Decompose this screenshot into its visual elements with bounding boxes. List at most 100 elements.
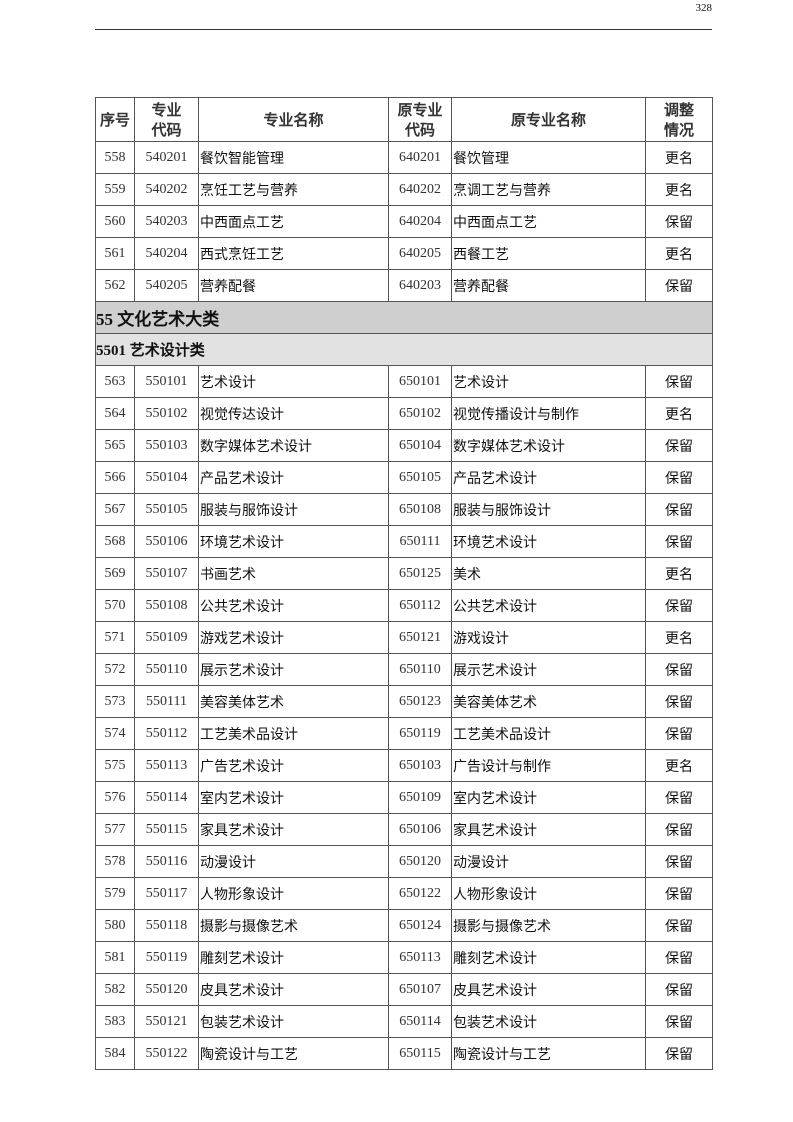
cell-old-code: 640202 — [388, 173, 452, 206]
table-row: 560 540203 中西面点工艺 640204 中西面点工艺 保留 — [95, 205, 713, 238]
header-seq: 序号 — [95, 97, 135, 142]
cell-code: 540204 — [134, 237, 199, 270]
cell-status: 更名 — [645, 621, 713, 654]
cell-status: 保留 — [645, 973, 713, 1006]
cell-name: 烹饪工艺与营养 — [198, 173, 389, 206]
header-rule — [95, 29, 712, 30]
cell-name: 动漫设计 — [198, 845, 389, 878]
cell-seq: 565 — [95, 429, 135, 462]
cell-code: 550104 — [134, 461, 199, 494]
cell-status: 更名 — [645, 237, 713, 270]
cell-old-code: 650113 — [388, 941, 452, 974]
header-old-name: 原专业名称 — [451, 97, 646, 142]
cell-seq: 582 — [95, 973, 135, 1006]
cell-old-code: 650111 — [388, 525, 452, 558]
cell-code: 540202 — [134, 173, 199, 206]
header-old-code: 原专业 代码 — [388, 97, 452, 142]
cell-old-code: 650123 — [388, 685, 452, 718]
category-row: 55 文化艺术大类 — [95, 301, 713, 334]
cell-name: 西式烹饪工艺 — [198, 237, 389, 270]
cell-seq: 580 — [95, 909, 135, 942]
cell-old-name: 美术 — [451, 557, 646, 590]
cell-old-name: 包装艺术设计 — [451, 1005, 646, 1038]
cell-old-code: 650121 — [388, 621, 452, 654]
table-row: 584 550122 陶瓷设计与工艺 650115 陶瓷设计与工艺 保留 — [95, 1037, 713, 1070]
cell-status: 更名 — [645, 557, 713, 590]
cell-seq: 578 — [95, 845, 135, 878]
cell-old-name: 服装与服饰设计 — [451, 493, 646, 526]
cell-code: 550113 — [134, 749, 199, 782]
cell-old-code: 640203 — [388, 269, 452, 302]
cell-old-code: 650102 — [388, 397, 452, 430]
cell-seq: 584 — [95, 1037, 135, 1070]
cell-seq: 579 — [95, 877, 135, 910]
cell-old-name: 雕刻艺术设计 — [451, 941, 646, 974]
cell-seq: 574 — [95, 717, 135, 750]
table-header-row: 序号 专业 代码 专业名称 原专业 代码 原专业名称 调整 情况 — [95, 97, 713, 142]
cell-name: 美容美体艺术 — [198, 685, 389, 718]
cell-old-name: 产品艺术设计 — [451, 461, 646, 494]
cell-seq: 558 — [95, 141, 135, 174]
table-row: 574 550112 工艺美术品设计 650119 工艺美术品设计 保留 — [95, 717, 713, 750]
cell-name: 中西面点工艺 — [198, 205, 389, 238]
cell-name: 视觉传达设计 — [198, 397, 389, 430]
cell-code: 550106 — [134, 525, 199, 558]
cell-status: 保留 — [645, 845, 713, 878]
table-row: 570 550108 公共艺术设计 650112 公共艺术设计 保留 — [95, 589, 713, 622]
cell-status: 保留 — [645, 909, 713, 942]
table-row: 569 550107 书画艺术 650125 美术 更名 — [95, 557, 713, 590]
cell-code: 550109 — [134, 621, 199, 654]
cell-name: 书画艺术 — [198, 557, 389, 590]
cell-old-code: 640204 — [388, 205, 452, 238]
cell-status: 保留 — [645, 1005, 713, 1038]
cell-status: 保留 — [645, 1037, 713, 1070]
table-row: 559 540202 烹饪工艺与营养 640202 烹调工艺与营养 更名 — [95, 173, 713, 206]
cell-name: 皮具艺术设计 — [198, 973, 389, 1006]
cell-name: 室内艺术设计 — [198, 781, 389, 814]
cell-code: 550122 — [134, 1037, 199, 1070]
table-row: 564 550102 视觉传达设计 650102 视觉传播设计与制作 更名 — [95, 397, 713, 430]
cell-old-name: 公共艺术设计 — [451, 589, 646, 622]
table-row: 575 550113 广告艺术设计 650103 广告设计与制作 更名 — [95, 749, 713, 782]
cell-seq: 562 — [95, 269, 135, 302]
table-row: 562 540205 营养配餐 640203 营养配餐 保留 — [95, 269, 713, 302]
cell-name: 工艺美术品设计 — [198, 717, 389, 750]
table-row: 576 550114 室内艺术设计 650109 室内艺术设计 保留 — [95, 781, 713, 814]
cell-seq: 569 — [95, 557, 135, 590]
subcategory-label: 5501 艺术设计类 — [95, 333, 713, 366]
cell-status: 保留 — [645, 653, 713, 686]
cell-old-code: 650103 — [388, 749, 452, 782]
cell-old-name: 游戏设计 — [451, 621, 646, 654]
cell-seq: 559 — [95, 173, 135, 206]
cell-old-code: 650122 — [388, 877, 452, 910]
cell-code: 550102 — [134, 397, 199, 430]
table-row: 571 550109 游戏艺术设计 650121 游戏设计 更名 — [95, 621, 713, 654]
cell-status: 保留 — [645, 813, 713, 846]
cell-old-code: 650109 — [388, 781, 452, 814]
major-table: 序号 专业 代码 专业名称 原专业 代码 原专业名称 调整 情况 558 540201 餐… — [95, 97, 713, 1070]
cell-code: 550116 — [134, 845, 199, 878]
cell-name: 产品艺术设计 — [198, 461, 389, 494]
cell-name: 餐饮智能管理 — [198, 141, 389, 174]
cell-old-name: 人物形象设计 — [451, 877, 646, 910]
header-status: 调整 情况 — [645, 97, 713, 142]
table-row: 573 550111 美容美体艺术 650123 美容美体艺术 保留 — [95, 685, 713, 718]
header-code: 专业 代码 — [134, 97, 199, 142]
cell-seq: 581 — [95, 941, 135, 974]
cell-seq: 572 — [95, 653, 135, 686]
category-label: 55 文化艺术大类 — [95, 301, 713, 334]
cell-old-code: 650120 — [388, 845, 452, 878]
cell-code: 540203 — [134, 205, 199, 238]
cell-code: 550121 — [134, 1005, 199, 1038]
cell-seq: 583 — [95, 1005, 135, 1038]
cell-code: 550118 — [134, 909, 199, 942]
cell-seq: 571 — [95, 621, 135, 654]
table-row: 582 550120 皮具艺术设计 650107 皮具艺术设计 保留 — [95, 973, 713, 1006]
cell-status: 保留 — [645, 493, 713, 526]
cell-old-name: 营养配餐 — [451, 269, 646, 302]
cell-code: 550101 — [134, 365, 199, 398]
cell-name: 包装艺术设计 — [198, 1005, 389, 1038]
cell-seq: 560 — [95, 205, 135, 238]
cell-old-code: 650105 — [388, 461, 452, 494]
cell-old-name: 美容美体艺术 — [451, 685, 646, 718]
